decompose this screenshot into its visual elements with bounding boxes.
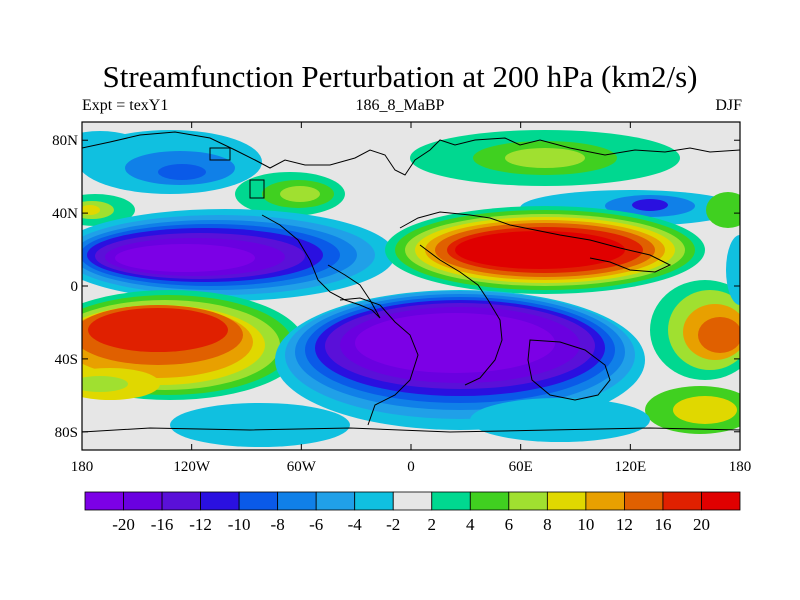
positive-cell-west-edge bbox=[82, 194, 135, 226]
negative-cell-east-edge bbox=[726, 235, 740, 305]
colorbar-label: -2 bbox=[386, 515, 400, 534]
colorbar-swatch bbox=[392, 491, 433, 511]
colorbar-label: 8 bbox=[543, 515, 552, 534]
longitude-axis: 180 120W 60W 0 60E 120E 180 bbox=[71, 122, 752, 475]
colorbar-swatch bbox=[84, 491, 124, 511]
colorbar-label: 2 bbox=[428, 515, 437, 534]
positive-cell-south-east-lower bbox=[645, 386, 740, 434]
lon-tick-label: 120E bbox=[614, 459, 646, 475]
colorbar: -20 -16 -12 -10 -8 -6 -4 -2 2 4 6 8 10 12 16 20 bbox=[84, 491, 741, 534]
colorbar-swatch bbox=[624, 491, 664, 511]
negative-cell-south-atlantic-indian bbox=[275, 290, 645, 430]
colorbar-label: -4 bbox=[348, 515, 363, 534]
colorbar-swatch bbox=[585, 491, 625, 511]
lat-tick-label: 80S bbox=[55, 425, 78, 441]
lon-tick-label: 120W bbox=[173, 459, 211, 475]
colorbar-swatch bbox=[546, 491, 587, 511]
colorbar-swatch bbox=[508, 491, 548, 511]
latitude-axis: 80N 40N 0 40S 80S bbox=[52, 133, 740, 441]
positive-cell-eurasia bbox=[410, 130, 680, 186]
colorbar-label: -10 bbox=[228, 515, 251, 534]
colorbar-label: -12 bbox=[189, 515, 212, 534]
positive-cell-south-pacific bbox=[82, 290, 305, 400]
colorbar-swatch bbox=[469, 491, 510, 511]
positive-cell-north-america bbox=[235, 172, 345, 216]
greenland-outline bbox=[249, 179, 265, 199]
colorbar-label: 6 bbox=[505, 515, 514, 534]
colorbar-label: 4 bbox=[466, 515, 475, 534]
season-label: DJF bbox=[715, 97, 742, 114]
coastline-australia bbox=[527, 339, 611, 401]
coastline-africa bbox=[419, 244, 503, 386]
coastline-eurasia-south bbox=[399, 211, 672, 273]
coastline-north bbox=[82, 131, 740, 176]
lon-tick-label: 60E bbox=[509, 459, 533, 475]
negative-cell-tropical-pacific bbox=[82, 209, 395, 301]
colorbar-label: -6 bbox=[309, 515, 323, 534]
lat-tick-label: 0 bbox=[71, 279, 79, 295]
colorbar-swatch bbox=[354, 491, 394, 511]
colorbar-label: 20 bbox=[693, 515, 710, 534]
contour-field bbox=[82, 122, 740, 450]
colorbar-label: 16 bbox=[654, 515, 671, 534]
colorbar-swatch bbox=[200, 491, 240, 511]
lat-tick-label: 80N bbox=[52, 133, 78, 149]
positive-cell-south-west-edge bbox=[82, 368, 160, 400]
colorbar-label: 10 bbox=[577, 515, 594, 534]
positive-cell-east-edge bbox=[706, 192, 740, 228]
coastline-north-america bbox=[261, 214, 381, 319]
colorbar-swatch bbox=[662, 491, 702, 511]
coastline-antarctica bbox=[82, 427, 740, 433]
run-label: 186_8_MaBP bbox=[355, 97, 445, 114]
lat-tick-label: 40N bbox=[52, 206, 78, 222]
island-outline bbox=[209, 147, 231, 161]
colorbar-swatch bbox=[431, 491, 471, 511]
coastline-south-america bbox=[339, 297, 419, 426]
colorbar-swatch bbox=[315, 491, 356, 511]
lon-tick-label: 180 bbox=[71, 459, 94, 475]
colorbar-label: -16 bbox=[151, 515, 174, 534]
positive-cell-south-east bbox=[650, 280, 740, 380]
colorbar-label: -8 bbox=[271, 515, 285, 534]
colorbar-swatch bbox=[123, 491, 163, 511]
chart-title: Streamfunction Perturbation at 200 hPa (… bbox=[102, 59, 698, 94]
lat-tick-label: 40S bbox=[55, 352, 78, 368]
colorbar-swatch bbox=[161, 491, 201, 511]
colorbar-label: -20 bbox=[112, 515, 135, 534]
lon-tick-label: 0 bbox=[407, 459, 415, 475]
colorbar-swatch bbox=[277, 491, 317, 511]
coastlines bbox=[82, 131, 740, 433]
colorbar-swatch bbox=[238, 491, 279, 511]
experiment-label: Expt = texY1 bbox=[82, 97, 169, 114]
colorbar-label: 12 bbox=[616, 515, 633, 534]
lon-tick-label: 180 bbox=[729, 459, 752, 475]
colorbar-swatch bbox=[701, 491, 741, 511]
lon-tick-label: 60W bbox=[287, 459, 317, 475]
positive-cell-tropical-africa-asia bbox=[385, 206, 705, 294]
